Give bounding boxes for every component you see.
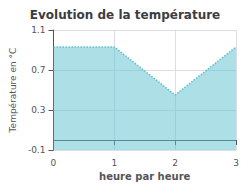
svg-text:Evolution de la température: Evolution de la température [30, 8, 221, 22]
svg-text:0.7: 0.7 [31, 65, 45, 75]
svg-text:-0.1: -0.1 [28, 145, 46, 155]
svg-text:1: 1 [111, 158, 117, 168]
svg-text:0.3: 0.3 [31, 105, 45, 115]
svg-text:1.1: 1.1 [31, 25, 45, 35]
svg-text:0: 0 [51, 158, 57, 168]
svg-text:3: 3 [233, 158, 239, 168]
svg-text:2: 2 [172, 158, 178, 168]
svg-text:heure par heure: heure par heure [99, 171, 190, 182]
svg-text:Température en °C: Température en °C [8, 48, 18, 134]
